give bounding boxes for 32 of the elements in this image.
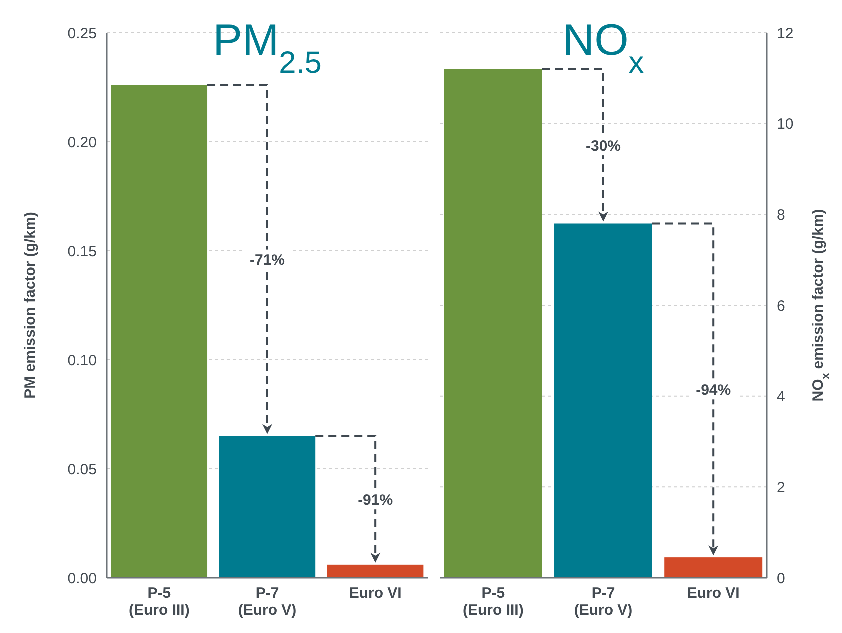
y2-tick-label: 12 — [777, 25, 794, 42]
y-tick-label: 0.05 — [68, 461, 97, 478]
chart-title: PM$_{2.5}$ — [213, 16, 322, 80]
y2-tick-label: 6 — [777, 298, 786, 315]
x-tick-label: P-5 (Euro III) — [129, 585, 190, 619]
x-tick-label: P-7 (Euro V) — [574, 585, 633, 619]
bar — [444, 69, 542, 578]
bar — [219, 436, 316, 578]
y-tick-label: 0.15 — [68, 243, 97, 260]
y-tick-label: 0.25 — [68, 25, 97, 42]
y2-tick-label: 10 — [777, 116, 794, 134]
chart-title: NO$_{x}$ — [562, 16, 645, 80]
y2-tick-label: 8 — [777, 206, 786, 224]
annotation: -91% — [358, 492, 394, 509]
y-tick-label: 0.20 — [68, 134, 97, 152]
annotation: -30% — [586, 138, 622, 155]
bar — [327, 564, 424, 578]
y-tick-label: 0.00 — [68, 570, 97, 588]
bar — [664, 558, 763, 578]
bar — [111, 85, 208, 578]
y2-tick-label: 4 — [777, 388, 786, 406]
annotation: -94% — [696, 382, 732, 399]
annotation: -71% — [250, 252, 286, 270]
x-tick-label: P-5 (Euro III) — [462, 585, 524, 619]
y2-tick-label: 0 — [777, 570, 786, 588]
y-axis-title: PM emission factor (g/km) — [22, 212, 39, 399]
bar — [554, 224, 652, 578]
y2-tick-label: 2 — [777, 479, 786, 496]
x-tick-label: P-7 (Euro V) — [238, 585, 297, 619]
y-tick-label: 0.10 — [68, 352, 97, 370]
x-tick-label: Euro VI — [349, 585, 402, 602]
x-tick-label: Euro VI — [687, 585, 740, 602]
